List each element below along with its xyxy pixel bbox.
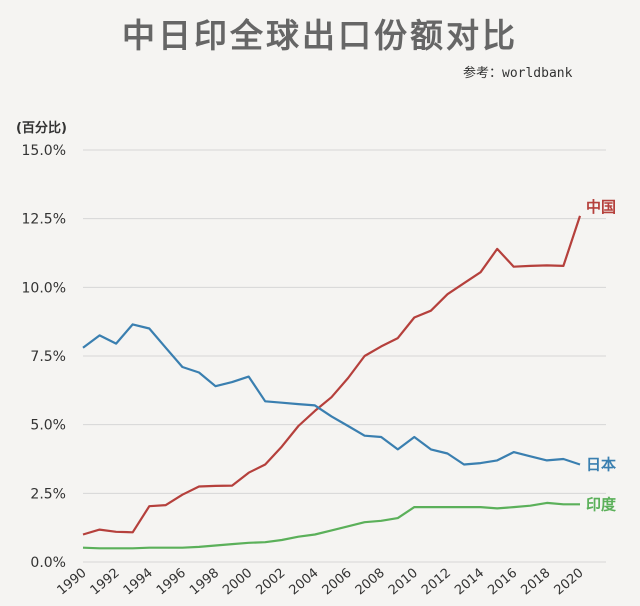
x-tick-label: 2000 (220, 566, 255, 599)
series-line-1 (82, 215, 582, 536)
y-tick-label: 7.5% (30, 349, 66, 365)
y-tick-label: 15.0% (22, 143, 66, 159)
y-tick-label: 2.5% (30, 486, 66, 502)
legend-label-3: 印度 (586, 495, 617, 513)
x-tick-label: 2016 (485, 566, 520, 599)
chart-title: 中日印全球出口份额对比 (122, 16, 518, 55)
y-tick-label: 12.5% (22, 212, 66, 228)
x-tick-label: 2012 (419, 566, 454, 599)
x-tick-label: 2004 (287, 566, 322, 599)
chart-source: 参考：worldbank (463, 65, 573, 81)
x-tick-label: 2008 (353, 566, 388, 599)
y-axis-label: (百分比) (16, 120, 67, 136)
y-tick-label: 10.0% (22, 280, 66, 296)
legend-label-1: 中国 (586, 198, 616, 216)
x-tick-label: 1994 (121, 566, 156, 599)
y-tick-label: 5.0% (30, 418, 66, 434)
x-tick-label: 2006 (320, 566, 355, 599)
x-tick-label: 2010 (386, 566, 421, 599)
x-tick-label: 2002 (253, 566, 288, 599)
x-tick-label: 1996 (154, 566, 189, 599)
x-tick-label: 2014 (452, 566, 487, 599)
x-tick-label: 2018 (518, 566, 553, 599)
x-tick-label: 2020 (552, 566, 587, 599)
y-tick-label: 0.0% (30, 555, 66, 571)
x-tick-label: 1998 (187, 566, 222, 599)
series-line-2 (82, 323, 581, 466)
legend-label-2: 日本 (586, 455, 616, 473)
series-line-3 (82, 501, 580, 550)
x-tick-label: 1992 (88, 566, 123, 599)
